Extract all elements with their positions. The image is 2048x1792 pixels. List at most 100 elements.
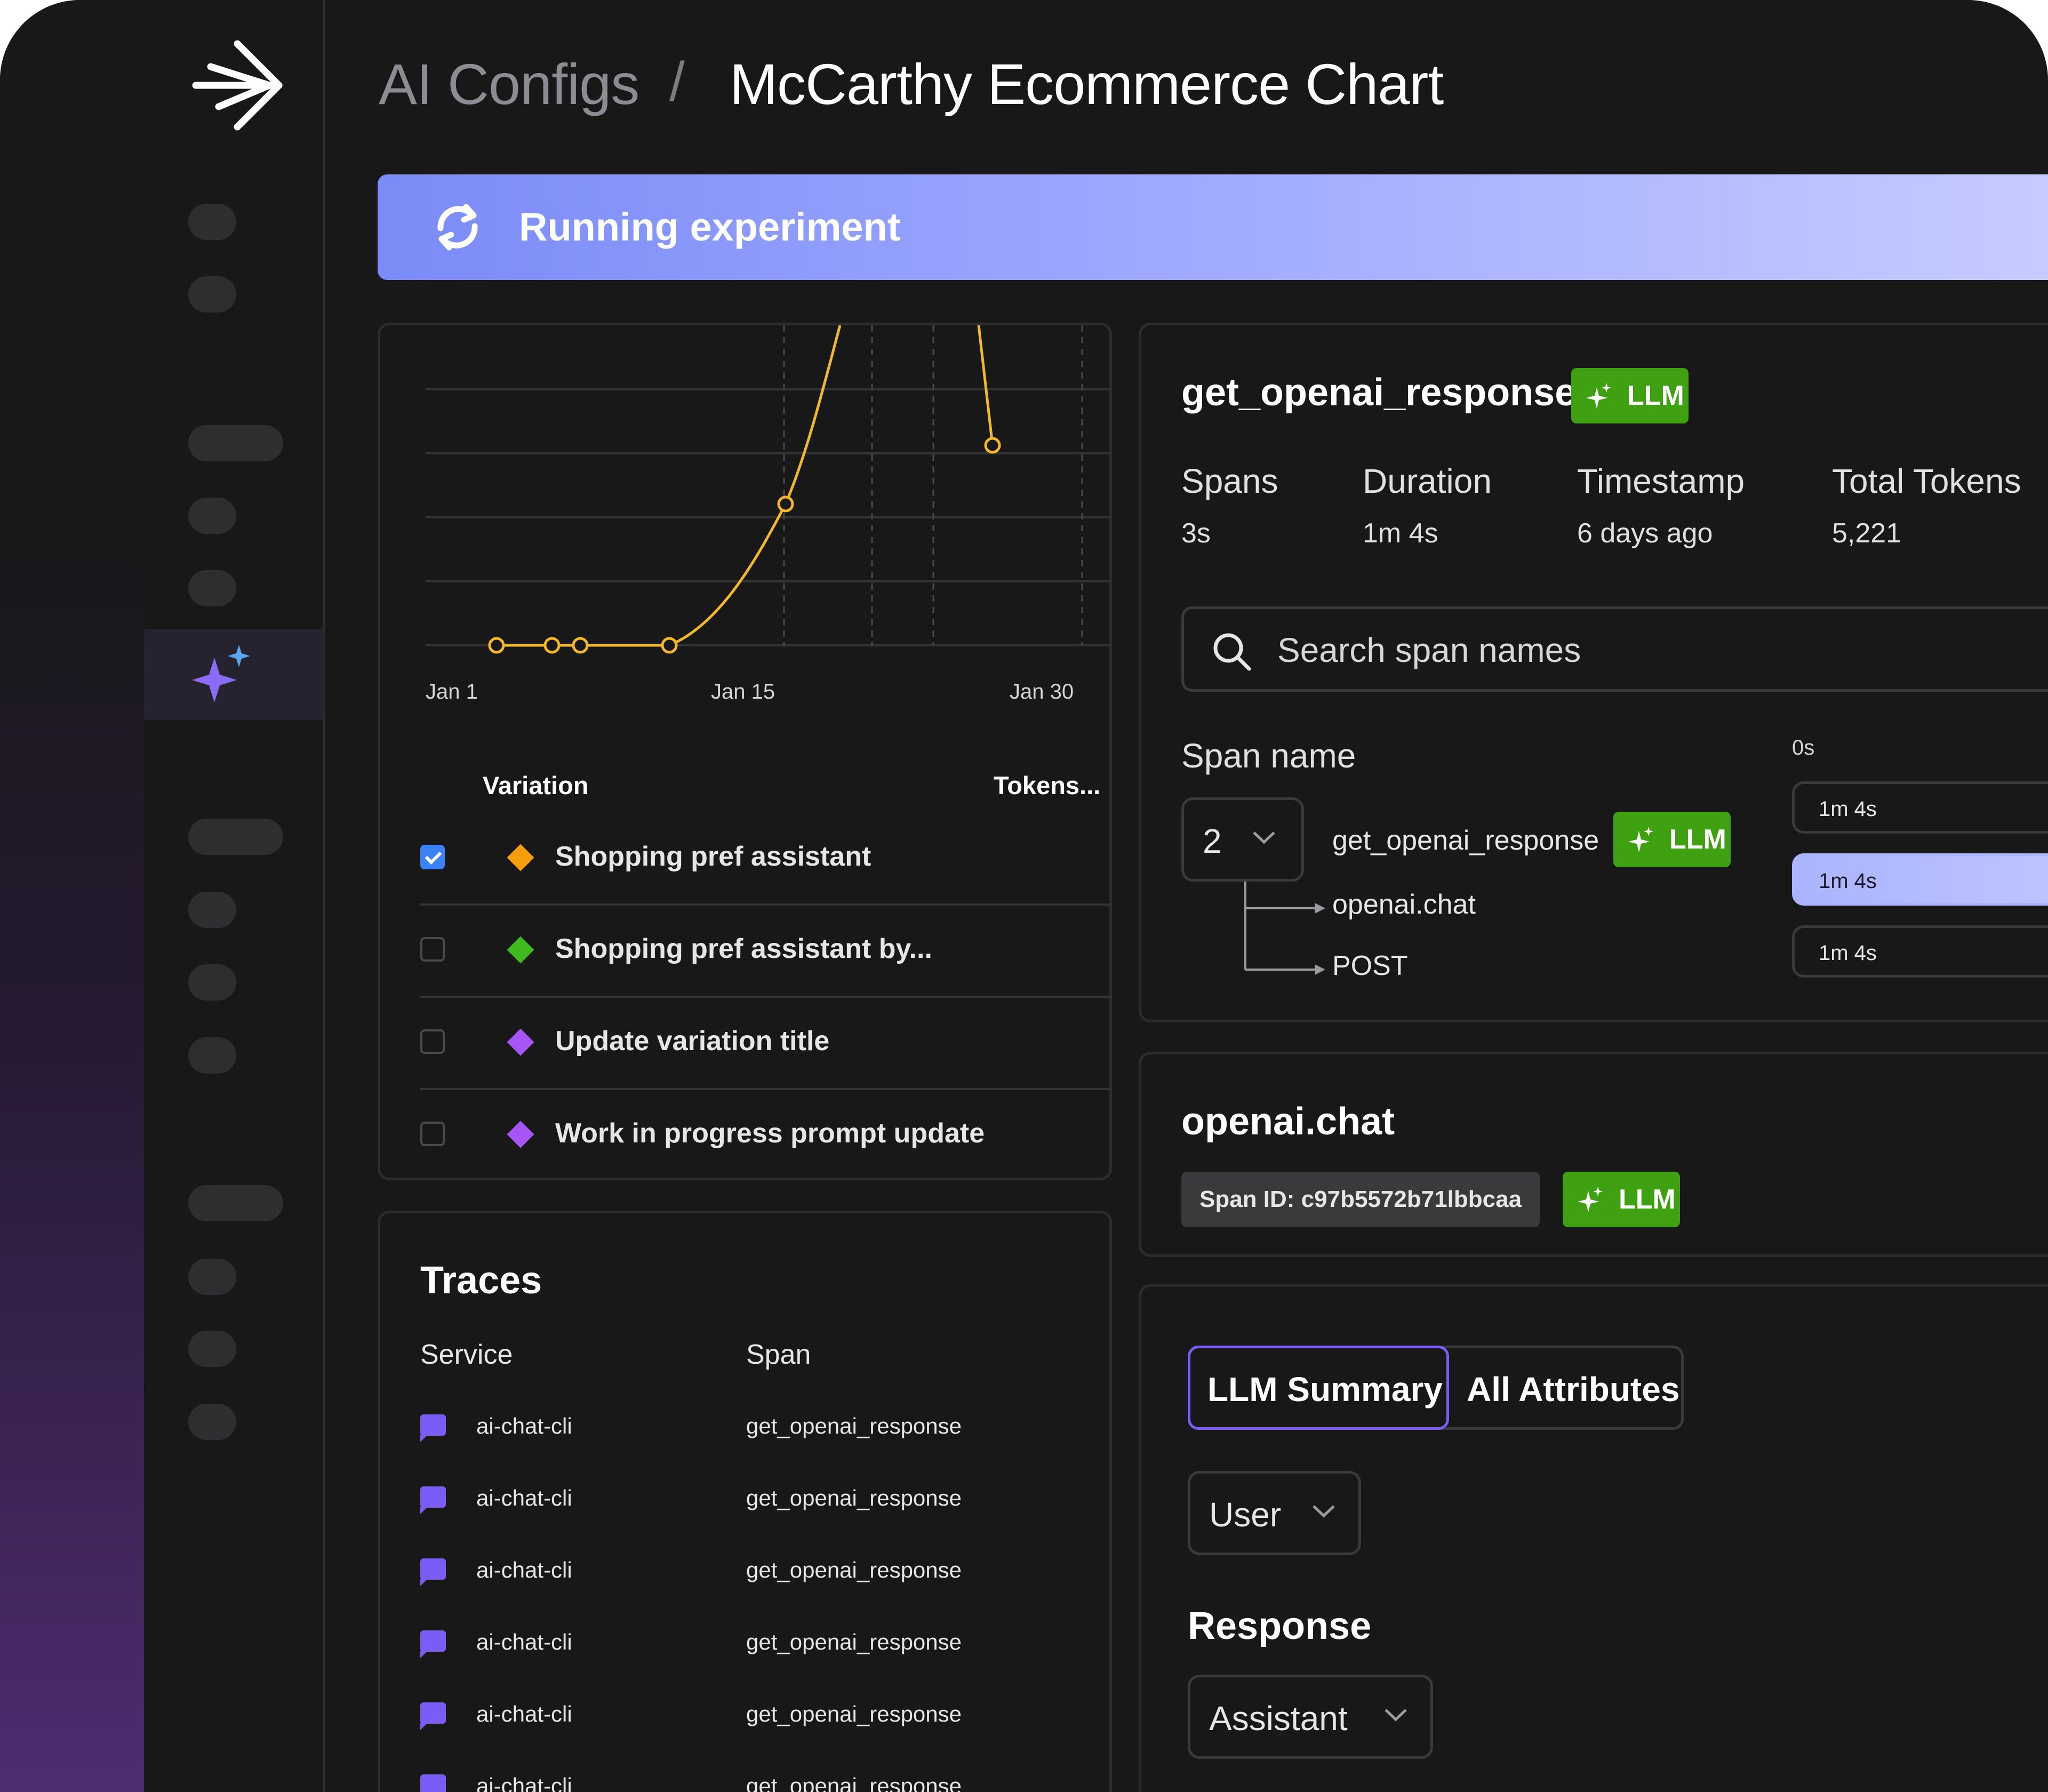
variation-checkbox[interactable] <box>420 1122 445 1146</box>
variation-color-icon <box>507 1028 534 1056</box>
chart-data-point <box>777 495 794 513</box>
trace-span: get_openai_response <box>746 1557 962 1582</box>
variation-row[interactable]: Update variation title <box>420 996 1112 1090</box>
sparkle-icon <box>1628 827 1653 852</box>
trace-row[interactable]: ai-chat-cli get_openai_response <box>420 1620 1060 1692</box>
chart-series-line <box>977 325 994 446</box>
timeline-bar-selected[interactable]: 1m 4s <box>1792 853 2048 906</box>
stat-value: 3s <box>1181 518 1211 549</box>
gradient-gutter <box>0 0 144 1792</box>
variation-label: Update variation title <box>555 1026 830 1057</box>
trace-row[interactable]: ai-chat-cli get_openai_response <box>420 1692 1060 1764</box>
llm-badge: LLM <box>1563 1172 1680 1227</box>
sidebar-nav-item[interactable] <box>188 498 236 534</box>
sidebar-nav-item[interactable] <box>188 1037 236 1074</box>
variation-checkbox[interactable] <box>420 1029 445 1054</box>
llm-badge-label: LLM <box>1627 380 1684 411</box>
launchdarkly-logo-icon[interactable] <box>189 37 285 133</box>
sidebar-nav-item[interactable] <box>188 570 236 606</box>
span-tree-item[interactable]: POST <box>1332 950 1408 981</box>
variation-label: Work in progress prompt update <box>555 1118 985 1149</box>
timeline-bar[interactable]: 1m 4s <box>1792 781 2048 834</box>
variation-row[interactable]: Shopping pref assistant by... <box>420 904 1112 998</box>
chart-data-point <box>543 637 561 654</box>
chat-icon <box>420 1630 446 1658</box>
stat-label: Duration <box>1363 462 1492 500</box>
sidebar-nav-item[interactable] <box>188 892 236 928</box>
trace-service: ai-chat-cli <box>476 1701 572 1726</box>
chart-data-point <box>572 637 589 654</box>
span-id-chip[interactable]: Span ID: c97b5572b71lbbcaa <box>1181 1172 1540 1227</box>
breadcrumb-separator: / <box>669 51 685 113</box>
stat-label: Timestamp <box>1577 462 1745 500</box>
trace-span: get_openai_response <box>746 1413 962 1438</box>
trace-service: ai-chat-cli <box>476 1413 572 1438</box>
timeline-bar[interactable]: 1m 4s <box>1792 925 2048 978</box>
llm-badge: LLM <box>1613 812 1731 867</box>
variation-column-header[interactable]: Variation <box>483 771 589 799</box>
span-tree-item[interactable]: openai.chat <box>1332 889 1476 920</box>
variation-checkbox[interactable] <box>420 845 445 869</box>
sidebar-nav-item[interactable] <box>188 819 283 855</box>
chart-series-line <box>497 325 842 647</box>
depth-dropdown[interactable]: 2 <box>1181 797 1304 882</box>
trace-row[interactable]: ai-chat-cli get_openai_response <box>420 1764 1060 1792</box>
tokens-column-header[interactable]: Tokens... <box>994 771 1101 799</box>
timeline-duration: 1m 4s <box>1819 797 1877 821</box>
x-tick-label: Jan 1 <box>426 680 478 703</box>
response-role-value: Assistant <box>1209 1699 1348 1738</box>
timeline-start-label: 0s <box>1792 736 1815 759</box>
breadcrumb-parent[interactable]: AI Configs <box>379 52 639 116</box>
page-title: McCarthy Ecommerce Chart <box>730 52 1444 116</box>
variation-label: Shopping pref assistant by... <box>555 933 932 964</box>
chat-icon <box>420 1558 446 1586</box>
sidebar-nav-item[interactable] <box>188 1331 236 1367</box>
variation-row[interactable]: Shopping pref assistant <box>420 812 1112 906</box>
span-title: openai.chat <box>1181 1100 1395 1143</box>
span-title: get_openai_response <box>1181 371 1577 414</box>
sidebar-nav-item[interactable] <box>188 1404 236 1440</box>
chevron-down-icon <box>1385 1709 1407 1722</box>
response-heading: Response <box>1188 1605 1372 1647</box>
trace-row[interactable]: ai-chat-cli get_openai_response <box>420 1548 1060 1620</box>
span-detail-card: get_openai_response LLM Spans 3s Duratio… <box>1139 323 2048 1022</box>
trace-row[interactable]: ai-chat-cli get_openai_response <box>420 1476 1060 1548</box>
llm-badge-label: LLM <box>1619 1184 1676 1215</box>
sparkle-icon <box>1586 383 1611 409</box>
tab-all-attributes[interactable]: All Attributes <box>1467 1370 1680 1409</box>
trace-span: get_openai_response <box>746 1485 962 1510</box>
x-tick-label: Jan 15 <box>711 680 775 703</box>
span-search-input[interactable]: Search span names <box>1181 606 2048 692</box>
timeline-duration: 1m 4s <box>1819 941 1877 965</box>
variation-checkbox[interactable] <box>420 937 445 962</box>
variation-row[interactable]: Work in progress prompt update <box>420 1089 1112 1180</box>
chart-data-point <box>984 437 1001 454</box>
traces-card: Traces Service Span ai-chat-cli get_open… <box>378 1211 1112 1792</box>
chart-data-point <box>661 637 678 654</box>
traces-title: Traces <box>420 1259 542 1302</box>
sidebar-nav-item[interactable] <box>188 204 236 240</box>
stat-value: 6 days ago <box>1577 518 1713 549</box>
search-placeholder: Search span names <box>1277 631 1581 669</box>
sidebar-nav-item[interactable] <box>188 964 236 1001</box>
response-role-select[interactable]: Assistant <box>1188 1675 1433 1759</box>
tab-llm-summary[interactable]: LLM Summary <box>1188 1346 1449 1430</box>
sidebar-item-ai-configs[interactable] <box>144 629 323 720</box>
trace-service: ai-chat-cli <box>476 1485 572 1510</box>
stat-label: Total Tokens <box>1832 462 2021 500</box>
sidebar-nav-item[interactable] <box>188 425 283 461</box>
role-value: User <box>1209 1495 1282 1534</box>
variation-color-icon <box>507 844 534 871</box>
sidebar-nav-item[interactable] <box>188 276 236 313</box>
sidebar-nav-item[interactable] <box>188 1259 236 1295</box>
service-column-header[interactable]: Service <box>420 1339 513 1370</box>
role-select[interactable]: User <box>1188 1471 1361 1555</box>
span-column-header[interactable]: Span <box>746 1339 811 1370</box>
refresh-icon <box>437 204 478 251</box>
experiment-line-chart <box>426 325 1111 654</box>
span-tree-item[interactable]: get_openai_response <box>1332 825 1599 856</box>
trace-row[interactable]: ai-chat-cli get_openai_response <box>420 1404 1060 1476</box>
sidebar-nav-item[interactable] <box>188 1185 283 1221</box>
stat-label: Spans <box>1181 462 1278 500</box>
